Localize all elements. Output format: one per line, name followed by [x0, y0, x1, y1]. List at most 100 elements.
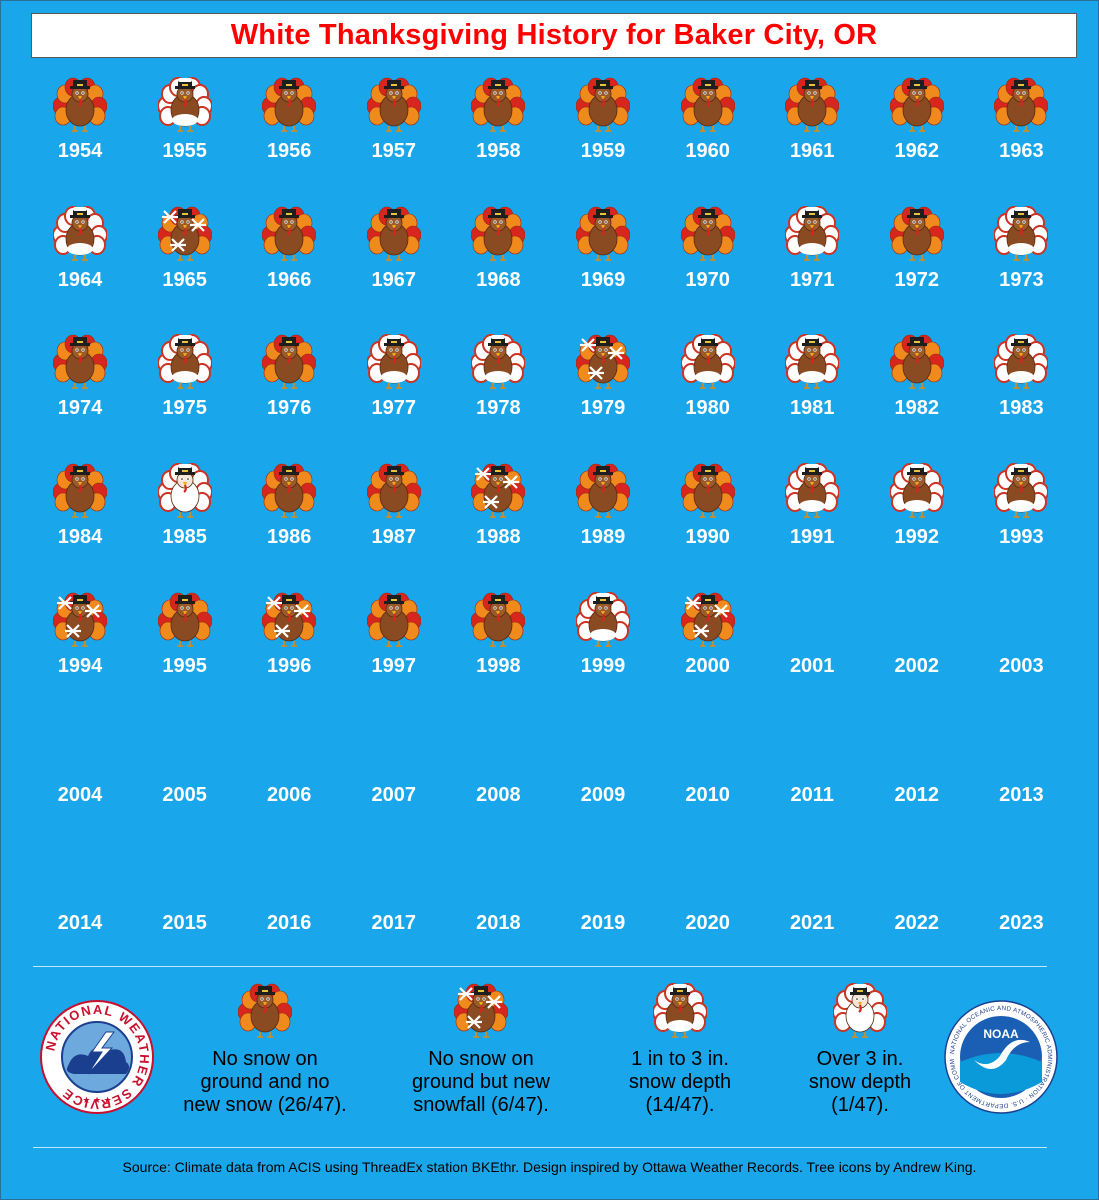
svg-text:★ ★ ★: ★ ★ ★ — [82, 1095, 111, 1105]
year-label: 1989 — [580, 526, 626, 549]
year-cell: 1998 — [446, 585, 550, 713]
turkey-none-icon — [471, 206, 526, 261]
year-label: 1959 — [580, 140, 626, 162]
turkey-depth13-icon — [994, 334, 1049, 390]
year-cell: 1956 — [237, 70, 341, 198]
year-label: 1961 — [789, 140, 835, 162]
year-label: 1975 — [162, 397, 207, 420]
turkey-none-icon — [366, 77, 421, 132]
year-cell: 1958 — [446, 70, 550, 198]
year-label: 1987 — [371, 526, 417, 549]
year-label: 2018 — [476, 912, 521, 935]
year-label: 2006 — [266, 783, 312, 806]
turkey-depth13-icon — [994, 205, 1049, 261]
year-label: 1968 — [476, 268, 521, 291]
turkey-depth13-icon — [157, 334, 212, 390]
turkey-depth13-icon — [366, 334, 421, 390]
year-cell: 1957 — [342, 70, 446, 198]
year-cell: 2002 — [865, 585, 969, 713]
year-label: 1976 — [266, 397, 312, 420]
year-label: 1977 — [371, 397, 417, 420]
year-cell: 1995 — [133, 585, 237, 713]
year-label: 1986 — [266, 526, 312, 549]
turkey-depth3p-icon — [157, 463, 212, 518]
turkey-new-icon — [157, 206, 212, 261]
year-label: 1992 — [894, 526, 940, 549]
turkey-depth13-icon — [785, 463, 840, 518]
turkey-none-icon — [576, 77, 630, 132]
year-label: 2012 — [894, 783, 940, 806]
year-label: 1996 — [266, 654, 312, 677]
year-label: 1983 — [999, 397, 1044, 420]
year-cell: 1978 — [446, 327, 550, 455]
turkey-none-icon — [157, 592, 212, 647]
turkey-depth13-icon — [785, 334, 840, 390]
year-cell: 1991 — [760, 456, 864, 584]
year-label: 2002 — [894, 654, 940, 677]
year-cell: 1975 — [133, 327, 237, 455]
turkey-none-icon — [262, 463, 317, 518]
legend-label: Over 3 in. snow depth (1/47). — [808, 1048, 912, 1116]
turkey-none-icon — [576, 463, 630, 518]
turkey-new-icon — [576, 335, 630, 390]
year-label: 1956 — [266, 140, 312, 162]
year-cell: 1971 — [760, 199, 864, 327]
year-cell: 2012 — [865, 714, 969, 842]
separator-top — [33, 966, 1047, 967]
year-label: 1980 — [685, 397, 730, 420]
turkey-depth13-icon — [157, 77, 212, 132]
year-cell: 2022 — [865, 842, 969, 970]
year-cell: 2019 — [551, 842, 655, 970]
year-label: 1967 — [371, 268, 417, 291]
year-cell: 1970 — [656, 199, 760, 327]
year-cell: 1962 — [865, 70, 969, 198]
year-cell: 1981 — [760, 327, 864, 455]
year-cell: 1984 — [28, 456, 132, 584]
year-label: 2013 — [999, 783, 1044, 806]
year-label: 2005 — [162, 783, 207, 806]
turkey-depth13-icon — [576, 591, 630, 647]
year-cell: 1954 — [28, 70, 132, 198]
turkey-new-icon — [262, 592, 317, 647]
year-cell: 1973 — [969, 199, 1073, 327]
year-cell: 2018 — [446, 842, 550, 970]
turkey-none-icon — [366, 206, 421, 261]
year-label: 1999 — [580, 654, 626, 677]
year-label: 2000 — [685, 654, 730, 677]
turkey-none-icon — [680, 206, 735, 261]
year-cell: 1993 — [969, 456, 1073, 584]
year-label: 1998 — [476, 654, 521, 677]
turkey-depth13-icon — [680, 334, 735, 390]
turkey-none-icon — [262, 335, 317, 390]
year-label: 1981 — [789, 397, 835, 420]
year-cell: 2020 — [656, 842, 760, 970]
year-cell: 2004 — [28, 714, 132, 842]
year-cell: 1979 — [551, 327, 655, 455]
year-label: 2015 — [162, 912, 207, 935]
year-label: 1991 — [789, 526, 835, 549]
year-cell: 2001 — [760, 585, 864, 713]
year-label: 2007 — [371, 783, 417, 806]
turkey-none-icon — [53, 77, 107, 132]
year-cell: 1983 — [969, 327, 1073, 455]
legend-item-depth13: 1 in to 3 in. snow depth (14/47). — [596, 978, 764, 1117]
year-cell: 1968 — [446, 199, 550, 327]
year-label: 1954 — [57, 140, 103, 162]
turkey-none-icon — [53, 335, 107, 390]
year-label: 1964 — [57, 268, 103, 291]
turkey-none-icon — [576, 206, 630, 261]
year-label: 2014 — [57, 912, 103, 935]
legend-item-none: No snow on ground and no new snow (26/47… — [150, 978, 380, 1117]
turkey-none-icon — [680, 77, 735, 132]
year-label: 1984 — [57, 526, 103, 549]
noaa-text: NOAA — [983, 1027, 1019, 1041]
turkey-none-icon — [471, 592, 526, 647]
source-note: Source: Climate data from ACIS using Thr… — [122, 1159, 977, 1175]
turkey-depth13-icon — [785, 205, 840, 261]
year-label: 1972 — [894, 268, 940, 291]
year-cell: 2008 — [446, 714, 550, 842]
turkey-none-icon — [889, 77, 944, 132]
year-label: 1969 — [580, 268, 626, 291]
separator-bottom — [33, 1147, 1047, 1148]
turkey-depth13-icon — [889, 463, 944, 518]
